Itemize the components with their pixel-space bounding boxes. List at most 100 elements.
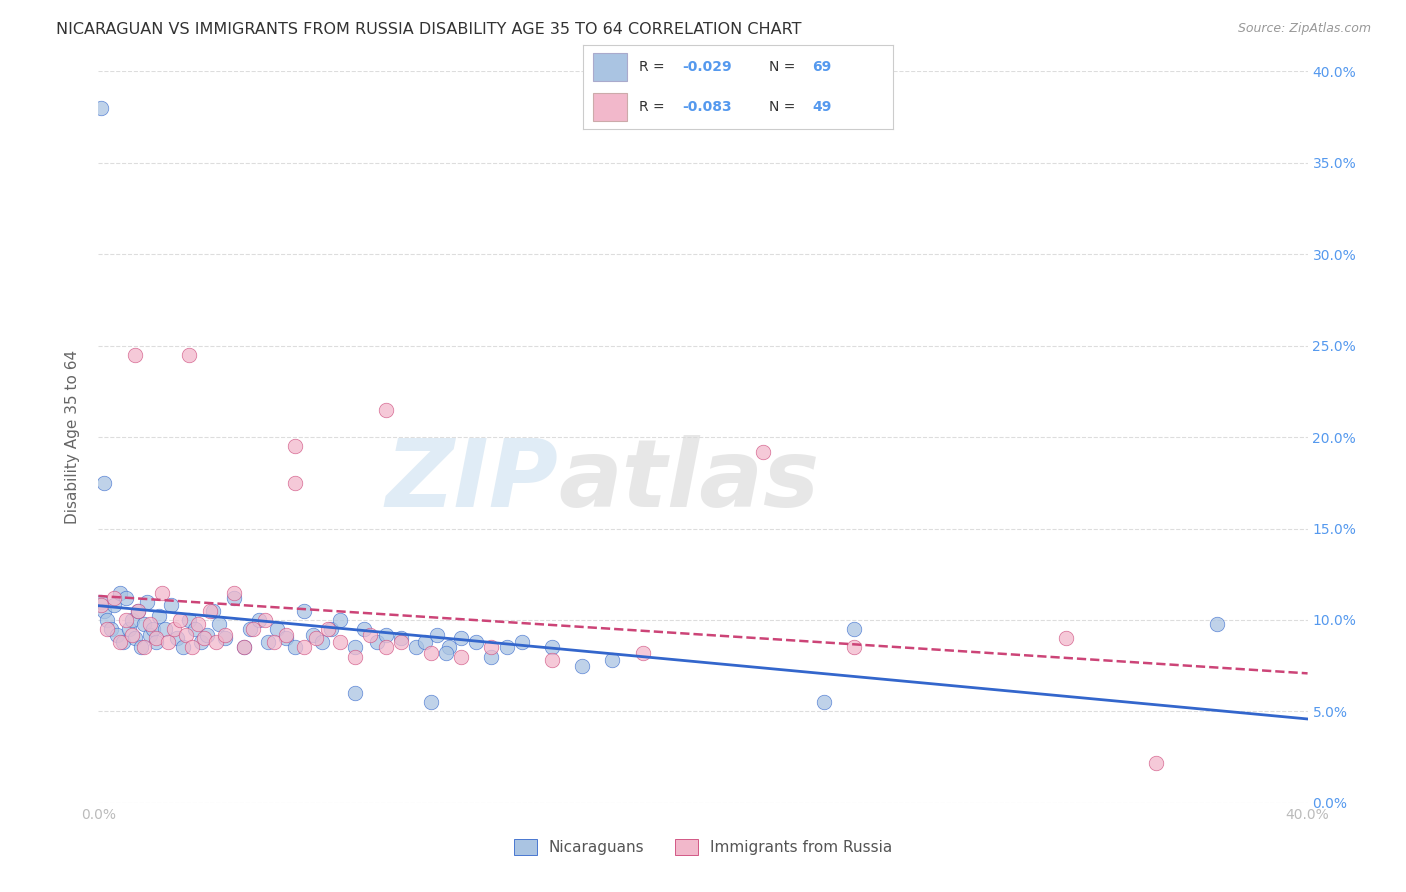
Point (96, 613, 118, 627)
Point (510, 635, 533, 649)
Point (193, 632, 215, 646)
Point (450, 632, 472, 646)
Point (121, 613, 143, 627)
Point (321, 622, 343, 636)
Point (256, 635, 278, 649)
Point (302, 627, 325, 641)
Point (132, 640, 155, 655)
Point (374, 627, 396, 641)
Point (169, 613, 191, 627)
Text: NICARAGUAN VS IMMIGRANTS FROM RUSSIA DISABILITY AGE 35 TO 64 CORRELATION CHART: NICARAGUAN VS IMMIGRANTS FROM RUSSIA DIS… (56, 22, 801, 37)
Point (114, 591, 136, 605)
Point (450, 649, 472, 664)
Point (1144, 756, 1167, 770)
Point (353, 622, 375, 636)
Point (160, 599, 183, 613)
Point (103, 599, 125, 613)
Text: N =: N = (769, 60, 800, 74)
Point (405, 640, 427, 655)
Point (389, 635, 412, 649)
Point (208, 616, 231, 631)
Point (481, 640, 503, 655)
Point (90, 599, 112, 613)
Point (111, 635, 134, 649)
Point (1206, 616, 1229, 631)
Point (292, 640, 315, 655)
Point (284, 439, 307, 453)
Point (96, 622, 118, 636)
Point (413, 635, 436, 649)
Point (292, 604, 315, 618)
Point (540, 653, 562, 667)
Point (465, 635, 488, 649)
Point (127, 604, 149, 618)
Point (437, 640, 460, 655)
Point (344, 640, 367, 655)
Point (184, 622, 207, 636)
Point (274, 632, 297, 646)
Point (540, 640, 562, 655)
Point (150, 585, 173, 599)
Point (224, 591, 246, 605)
Point (148, 609, 170, 624)
Point (224, 585, 246, 599)
Point (166, 632, 188, 646)
Point (103, 591, 125, 605)
Point (200, 604, 222, 618)
Point (124, 348, 146, 362)
Point (124, 632, 146, 646)
Point (108, 585, 131, 599)
Point (434, 646, 457, 660)
Point (247, 613, 270, 627)
Point (114, 613, 136, 627)
Point (179, 613, 201, 627)
Point (602, 653, 624, 667)
Point (420, 646, 443, 660)
Point (163, 622, 186, 636)
Point (374, 640, 396, 655)
Text: ZIP: ZIP (385, 435, 558, 527)
Point (190, 635, 212, 649)
Point (100, 622, 122, 636)
Point (145, 632, 167, 646)
Point (329, 635, 352, 649)
Point (316, 622, 339, 636)
Point (389, 632, 412, 646)
Point (263, 635, 285, 649)
Point (344, 649, 367, 664)
Point (344, 686, 367, 700)
Point (266, 622, 288, 636)
Point (93, 604, 115, 618)
Point (374, 402, 396, 417)
Point (172, 640, 194, 655)
Y-axis label: Disability Age 35 to 64: Disability Age 35 to 64 (65, 350, 80, 524)
Text: -0.029: -0.029 (682, 60, 733, 74)
Point (132, 616, 155, 631)
Text: 69: 69 (813, 60, 831, 74)
Point (844, 640, 866, 655)
Point (239, 622, 262, 636)
Point (253, 613, 276, 627)
Point (232, 640, 254, 655)
Text: R =: R = (640, 60, 669, 74)
Point (214, 627, 236, 641)
Point (179, 348, 201, 362)
Point (135, 594, 157, 608)
Text: atlas: atlas (558, 435, 820, 527)
Point (121, 627, 143, 641)
Point (174, 627, 197, 641)
Point (311, 635, 333, 649)
Point (495, 640, 517, 655)
Point (127, 604, 149, 618)
Point (752, 444, 775, 458)
Point (129, 640, 152, 655)
Point (90, 594, 112, 608)
FancyBboxPatch shape (593, 54, 627, 81)
Point (187, 616, 209, 631)
Point (426, 627, 449, 641)
Point (571, 658, 593, 673)
Text: R =: R = (640, 100, 669, 114)
Text: Source: ZipAtlas.com: Source: ZipAtlas.com (1237, 22, 1371, 36)
FancyBboxPatch shape (593, 93, 627, 120)
Point (202, 604, 225, 618)
